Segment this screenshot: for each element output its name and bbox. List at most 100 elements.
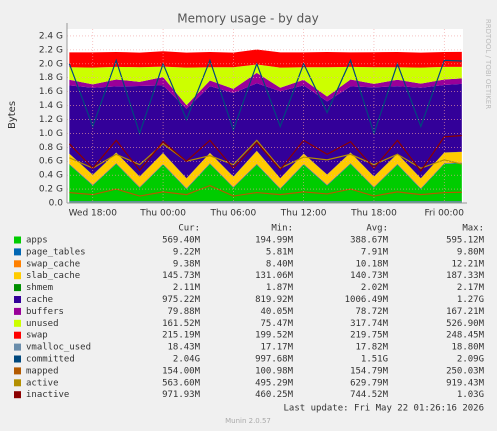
legend-header: Avg:: [366, 224, 388, 234]
legend-value: 8.40M: [266, 259, 294, 269]
x-tick-label: Wed 18:00: [69, 209, 118, 219]
legend-value: 1.27G: [457, 295, 484, 305]
legend-value: 563.60M: [162, 378, 201, 388]
legend-swatch: [14, 355, 21, 363]
legend-swatch: [14, 296, 21, 303]
legend-swatch: [14, 248, 21, 256]
legend-value: 495.29M: [255, 378, 294, 388]
legend-value: 9.22M: [173, 247, 201, 257]
legend-value: 997.68M: [255, 355, 294, 365]
legend-swatch: [14, 367, 21, 375]
legend-value: 7.91M: [361, 247, 389, 257]
legend-label: buffers: [26, 307, 64, 317]
legend-label: apps: [26, 236, 48, 246]
legend-value: 460.25M: [255, 390, 294, 400]
legend-value: 18.80M: [451, 343, 484, 353]
legend-value: 250.03M: [446, 366, 485, 376]
legend-label: cache: [26, 295, 53, 305]
y-tick-label: 0.4 G: [39, 171, 63, 181]
legend-swatch: [14, 379, 21, 387]
y-tick-label: 0.6 G: [39, 157, 63, 167]
legend-label: vmalloc_used: [26, 343, 91, 353]
legend-swatch: [14, 284, 21, 292]
legend-label: shmem: [26, 283, 53, 293]
legend-value: 12.21M: [451, 259, 484, 269]
legend-value: 9.80M: [457, 247, 485, 257]
legend-value: 2.02M: [361, 283, 389, 293]
area: [69, 83, 462, 179]
legend-value: 629.79M: [350, 378, 389, 388]
legend-value: 40.05M: [260, 307, 293, 317]
legend-value: 2.04G: [173, 355, 200, 365]
area: [69, 150, 462, 188]
legend-value: 5.81M: [266, 247, 294, 257]
legend-value: 1006.49M: [345, 295, 389, 305]
legend-value: 17.17M: [260, 343, 293, 353]
y-tick-label: 2.2 G: [39, 45, 63, 55]
legend-label: inactive: [26, 390, 69, 400]
legend-value: 219.75M: [350, 331, 389, 341]
line: [68, 58, 462, 136]
legend-value: 194.99M: [255, 236, 294, 246]
legend-value: 569.40M: [162, 236, 201, 246]
area: [69, 49, 462, 68]
legend-value: 215.19M: [162, 331, 201, 341]
legend-value: 317.74M: [350, 319, 389, 329]
line: [68, 134, 462, 173]
line: [69, 184, 462, 197]
x-tick-label: Thu 00:00: [139, 209, 186, 219]
y-tick-label: 1.6 G: [39, 87, 63, 97]
legend-swatch: [14, 272, 21, 280]
legend-value: 1.87M: [266, 283, 294, 293]
legend-value: 2.09G: [457, 355, 484, 365]
legend-value: 75.47M: [260, 319, 293, 329]
legend-value: 154.79M: [350, 366, 389, 376]
y-axis-label: Bytes: [7, 101, 18, 129]
legend-value: 819.92M: [255, 295, 294, 305]
legend-value: 161.52M: [162, 319, 201, 329]
legend-value: 167.21M: [446, 307, 485, 317]
y-tick-label: 1.4 G: [39, 101, 63, 111]
legend-header: Cur:: [178, 224, 200, 234]
legend: Cur: Min: Avg: Max: apps 569.40M 194.99M 388.67…: [14, 224, 485, 400]
legend-value: 971.93M: [162, 390, 201, 400]
legend-value: 100.98M: [255, 366, 294, 376]
legend-value: 154.00M: [162, 366, 201, 376]
legend-value: 9.38M: [173, 259, 201, 269]
side-note: RRDTOOL / TOBI OETIKER: [484, 19, 492, 109]
legend-value: 388.67M: [350, 236, 389, 246]
legend-value: 18.43M: [167, 343, 200, 353]
x-tick-label: Thu 12:00: [280, 209, 327, 219]
legend-value: 526.90M: [446, 319, 485, 329]
legend-value: 187.33M: [446, 271, 485, 281]
y-tick-label: 0.8 G: [39, 143, 63, 153]
y-tick-label: 2.4 G: [39, 31, 63, 41]
legend-value: 744.52M: [350, 390, 389, 400]
legend-swatch: [14, 391, 21, 399]
legend-label: unused: [26, 319, 59, 329]
x-tick-label: Fri 00:00: [424, 209, 464, 219]
x-tick-label: Thu 18:00: [350, 209, 397, 219]
legend-value: 131.06M: [255, 271, 294, 281]
plot: [68, 49, 462, 203]
legend-swatch: [14, 260, 21, 268]
legend-swatch: [14, 319, 21, 327]
legend-value: 79.88M: [167, 307, 200, 317]
y-tick-label: 0.0: [49, 199, 64, 209]
legend-label: swap: [26, 331, 48, 341]
legend-swatch: [14, 343, 21, 351]
legend-value: 1.03G: [457, 390, 484, 400]
legend-value: 919.43M: [446, 378, 485, 388]
legend-label: page_tables: [26, 247, 86, 257]
legend-label: mapped: [26, 366, 59, 376]
y-tick-label: 1.2 G: [39, 115, 63, 125]
area: [69, 150, 462, 179]
x-tick-label: Thu 06:00: [210, 209, 257, 219]
y-tick-label: 1.8 G: [39, 73, 63, 83]
legend-value: 145.73M: [162, 271, 201, 281]
legend-value: 10.18M: [355, 259, 388, 269]
legend-value: 2.11M: [173, 283, 201, 293]
y-tick-label: 0.2 G: [39, 185, 63, 195]
legend-swatch: [14, 236, 21, 244]
